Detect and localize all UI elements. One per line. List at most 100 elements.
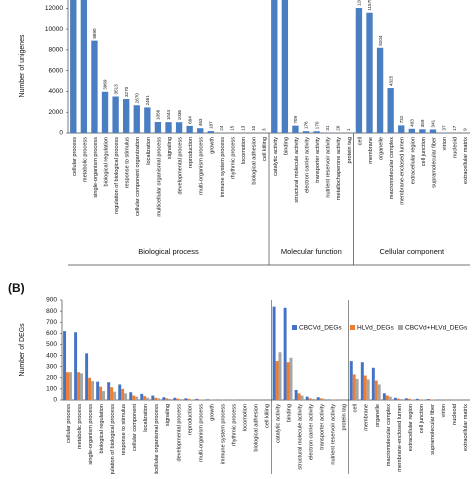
bar <box>408 399 411 400</box>
y-axis-label: Number of unigenes <box>19 34 26 98</box>
x-tick-label: organelle <box>379 137 385 160</box>
bar <box>123 99 129 133</box>
bar <box>394 398 397 400</box>
value-label: 12027 <box>357 0 362 6</box>
x-tick-label: rhythmic process <box>231 404 237 446</box>
value-label: 176 <box>304 121 309 129</box>
bar <box>85 353 88 400</box>
x-tick-label: cellular process <box>72 137 78 176</box>
bar <box>350 361 353 400</box>
x-tick-label: multi-organism process <box>198 404 204 462</box>
x-tick-label: signaling <box>167 137 173 159</box>
legend-swatch <box>350 325 355 330</box>
x-tick-label: metabolic process <box>77 404 83 449</box>
y-tick-label: 800 <box>46 308 57 315</box>
value-label: 31 <box>325 125 330 131</box>
bar <box>320 398 323 400</box>
x-tick-label: developmental process <box>176 404 182 462</box>
bar <box>273 307 276 400</box>
bar <box>102 92 108 133</box>
x-tick-label: multi-organism process <box>199 137 205 195</box>
value-label: 403 <box>410 119 415 127</box>
y-tick-label: 4000 <box>49 88 64 95</box>
bar <box>96 382 99 400</box>
x-tick-label: macromolecular complex <box>389 137 395 199</box>
x-tick-label: electron carrier activity <box>305 137 311 193</box>
bar <box>309 398 312 400</box>
bar <box>419 399 422 400</box>
bar <box>383 393 386 400</box>
bar <box>411 399 414 400</box>
legend-swatch <box>398 325 403 330</box>
x-tick-label: extracellular region <box>408 404 414 451</box>
x-tick-label: signaling <box>165 404 171 426</box>
x-tick-label: macromolecular complex <box>386 404 392 466</box>
bar <box>80 373 83 400</box>
bar <box>186 126 192 133</box>
bar <box>113 392 116 400</box>
value-label: 732 <box>399 115 404 123</box>
y-tick-label: 12000 <box>45 5 63 12</box>
bar <box>301 396 304 400</box>
x-tick-label: virion <box>441 404 447 417</box>
bar <box>143 396 146 400</box>
value-label: 8890 <box>92 28 97 39</box>
value-label: 2461 <box>145 95 150 106</box>
x-tick-label: growth <box>209 137 215 154</box>
x-tick-label: nucleoid <box>452 404 458 425</box>
x-tick-label: localization <box>143 404 149 432</box>
bar <box>419 129 425 133</box>
bar <box>121 389 124 400</box>
x-tick-label: single-organism process <box>88 404 94 465</box>
value-label: 37 <box>441 125 446 131</box>
x-tick-label: rhythmic process <box>230 137 236 179</box>
x-tick-label: cellular component <box>132 404 138 451</box>
bar <box>179 399 182 400</box>
bar <box>313 131 319 133</box>
x-tick-label: biological adhesion <box>252 137 258 185</box>
bar <box>135 397 138 400</box>
x-tick-label: membrane-enclosed lumen <box>400 137 406 205</box>
bar <box>303 131 309 133</box>
x-tick-label: extracellular matrix <box>463 404 469 451</box>
value-label: 24 <box>219 125 224 131</box>
bar <box>416 399 419 400</box>
bar <box>323 399 326 400</box>
bar <box>154 398 157 400</box>
bar <box>208 131 214 133</box>
x-tick-label: organelle <box>375 404 381 427</box>
x-tick-label: immune system process <box>220 404 226 465</box>
bar <box>387 88 393 133</box>
bar <box>77 372 80 400</box>
bar <box>295 390 298 400</box>
bar <box>366 13 372 133</box>
bar <box>165 122 171 133</box>
x-tick-label: cell <box>353 404 359 412</box>
x-tick-label: localization <box>146 137 152 165</box>
y-tick-label: 200 <box>46 374 57 381</box>
x-tick-label: catalytic activity <box>276 404 282 443</box>
y-tick-label: 6000 <box>49 67 64 74</box>
y-tick-label: 700 <box>46 319 57 326</box>
x-tick-label: supramolecular fiber <box>431 137 437 188</box>
bar <box>427 399 430 400</box>
y-tick-label: 400 <box>46 352 57 359</box>
x-tick-label: multicellular organismal process <box>154 404 160 474</box>
bar <box>206 399 209 400</box>
legend-label: CBCVd+HLVd_DEGs <box>405 325 468 332</box>
bar <box>377 48 383 133</box>
y-tick-label: 8000 <box>49 47 64 54</box>
x-tick-label: regulation of biological process <box>114 137 120 214</box>
bar <box>157 398 160 400</box>
x-tick-label: binding <box>283 137 289 155</box>
bar <box>284 308 287 400</box>
bar <box>430 399 433 400</box>
x-tick-label: membrane <box>364 404 370 431</box>
x-tick-label: structural molecule activity <box>294 137 300 203</box>
legend-swatch <box>292 325 297 330</box>
x-tick-label: immune system process <box>220 137 226 198</box>
bar <box>292 126 298 133</box>
bar <box>99 387 102 400</box>
x-tick-label: biological regulation <box>104 137 110 186</box>
